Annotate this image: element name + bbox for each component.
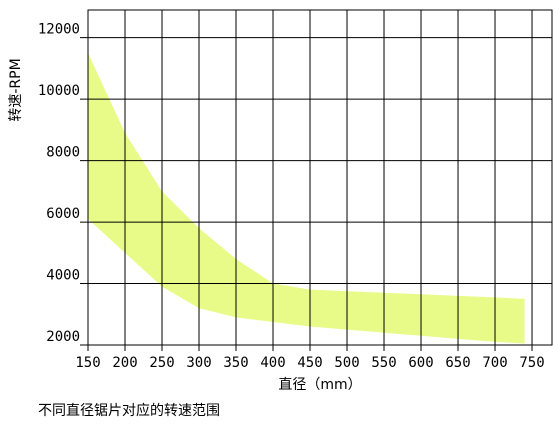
x-tick-label: 300: [186, 355, 211, 371]
y-tick-label: 4000: [46, 268, 80, 284]
x-tick-label: 450: [297, 355, 322, 371]
y-tick-label: 6000: [46, 206, 80, 222]
y-axis-label: 转速-RPM: [8, 58, 24, 121]
x-tick-label: 150: [75, 355, 100, 371]
x-tick-label: 200: [112, 355, 137, 371]
y-tick-label: 12000: [38, 22, 80, 38]
y-tick-label: 10000: [38, 83, 80, 99]
y-tick-label: 8000: [46, 145, 80, 161]
range-band: [88, 53, 525, 344]
x-tick-label: 250: [149, 355, 174, 371]
x-tick-label: 500: [334, 355, 359, 371]
x-tick-label: 400: [260, 355, 285, 371]
x-tick-label: 750: [519, 355, 544, 371]
plot-frame: [87, 9, 553, 346]
chart-title: 不同直径锯片对应的转速范围: [38, 402, 220, 419]
x-tick-label: 600: [408, 355, 433, 371]
x-axis-label: 直径（mm）: [278, 376, 361, 393]
x-tick-label: 550: [371, 355, 396, 371]
x-tick-label: 700: [482, 355, 507, 371]
x-tick-label: 650: [445, 355, 470, 371]
y-tick-label: 2000: [46, 329, 80, 345]
x-tick-label: 350: [223, 355, 248, 371]
